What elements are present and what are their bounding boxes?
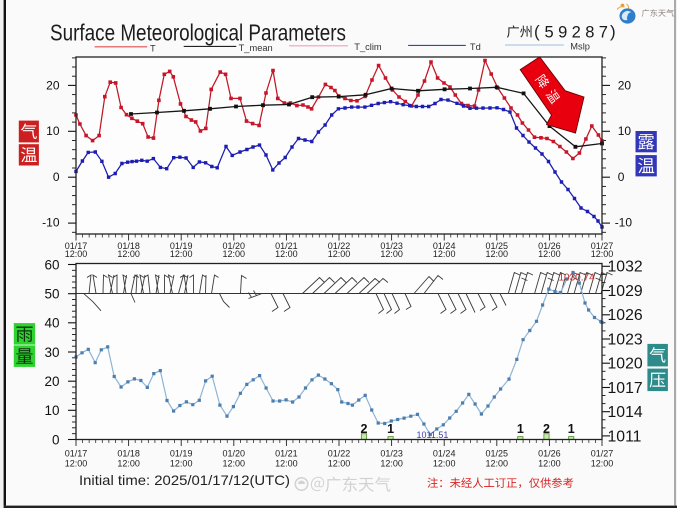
svg-text:01/18: 01/18 (117, 449, 140, 459)
svg-text:12:00: 12:00 (170, 249, 193, 259)
svg-text:10: 10 (46, 124, 60, 138)
svg-text:12:00: 12:00 (433, 459, 456, 469)
svg-text:01/21: 01/21 (275, 449, 298, 459)
svg-text:1017: 1017 (608, 380, 643, 397)
svg-text:59287: 59287 (545, 24, 613, 42)
svg-text:01/26: 01/26 (538, 449, 561, 459)
svg-text:01/17: 01/17 (65, 241, 88, 251)
svg-text:01/20: 01/20 (223, 449, 246, 459)
svg-text:60: 60 (44, 257, 59, 272)
svg-text:20: 20 (46, 79, 60, 93)
svg-text:1026: 1026 (608, 307, 643, 324)
svg-text:0: 0 (618, 170, 625, 184)
svg-text:01/18: 01/18 (117, 241, 140, 251)
svg-text:12:00: 12:00 (380, 459, 403, 469)
svg-text:01/20: 01/20 (223, 241, 246, 251)
svg-text:12:00: 12:00 (591, 459, 614, 469)
svg-text:01/26: 01/26 (538, 241, 561, 251)
svg-text:1029: 1029 (608, 283, 643, 300)
svg-text:Mslp: Mslp (570, 41, 590, 51)
svg-text:-10: -10 (615, 216, 633, 230)
svg-text:-10: -10 (42, 216, 60, 230)
svg-text:Initial time: 2025/01/17/12(UT: Initial time: 2025/01/17/12(UTC) (79, 473, 290, 488)
svg-text:01/23: 01/23 (380, 241, 403, 251)
svg-text:01/24: 01/24 (433, 241, 456, 251)
svg-text:12:00: 12:00 (591, 249, 614, 259)
svg-text:12:00: 12:00 (275, 249, 298, 259)
svg-text:12:00: 12:00 (117, 249, 140, 259)
svg-text:12:00: 12:00 (486, 459, 509, 469)
svg-text:1032: 1032 (608, 259, 643, 276)
svg-text:01/22: 01/22 (328, 241, 351, 251)
svg-text:01/21: 01/21 (275, 241, 298, 251)
svg-text:12:00: 12:00 (538, 249, 561, 259)
svg-text:01/19: 01/19 (170, 449, 193, 459)
svg-text:12:00: 12:00 (223, 459, 246, 469)
svg-text:12:00: 12:00 (433, 249, 456, 259)
svg-text:1011: 1011 (608, 428, 642, 445)
svg-text:2: 2 (361, 422, 368, 436)
svg-text:1023: 1023 (608, 331, 643, 348)
svg-text:01/27: 01/27 (591, 241, 614, 251)
svg-text:T_clim: T_clim (354, 42, 382, 52)
svg-text:01/25: 01/25 (486, 241, 509, 251)
svg-text:10: 10 (44, 403, 59, 418)
svg-text:01/27: 01/27 (591, 449, 614, 459)
svg-text:01/25: 01/25 (486, 449, 509, 459)
svg-text:01/22: 01/22 (328, 449, 351, 459)
svg-text:1030.74: 1030.74 (559, 273, 596, 284)
svg-text:12:00: 12:00 (328, 249, 351, 259)
svg-text:40: 40 (44, 316, 59, 331)
svg-text:01/17: 01/17 (65, 449, 88, 459)
svg-text:Surface Meteorological Paramet: Surface Meteorological Parameters (50, 20, 346, 46)
svg-text:12:00: 12:00 (65, 459, 88, 469)
svg-text:1014: 1014 (608, 404, 643, 421)
svg-text:1011.51: 1011.51 (417, 430, 449, 440)
svg-text:20: 20 (618, 79, 632, 93)
svg-text:20: 20 (44, 374, 59, 389)
svg-text:50: 50 (44, 287, 59, 302)
svg-text:01/24: 01/24 (433, 449, 456, 459)
svg-text:0: 0 (52, 432, 60, 447)
svg-text:1020: 1020 (608, 356, 643, 373)
svg-text:12:00: 12:00 (486, 249, 509, 259)
svg-text:2: 2 (543, 422, 550, 436)
svg-text:12:00: 12:00 (328, 459, 351, 469)
svg-text:12:00: 12:00 (380, 249, 403, 259)
svg-text:10: 10 (618, 124, 632, 138)
svg-text:01/19: 01/19 (170, 241, 193, 251)
svg-text:1: 1 (568, 422, 575, 436)
svg-text:T: T (150, 43, 156, 53)
svg-text:01/23: 01/23 (380, 449, 403, 459)
svg-text:12:00: 12:00 (65, 249, 88, 259)
svg-text:12:00: 12:00 (275, 459, 298, 469)
svg-text:12:00: 12:00 (170, 459, 193, 469)
svg-text:0: 0 (53, 170, 60, 184)
svg-text:12:00: 12:00 (117, 459, 140, 469)
svg-text:): ) (610, 22, 616, 41)
svg-text:(: ( (534, 22, 540, 41)
svg-text:1: 1 (517, 422, 524, 436)
svg-text:30: 30 (44, 345, 59, 360)
svg-text:Td: Td (470, 42, 481, 52)
svg-text:1: 1 (387, 422, 394, 436)
svg-text:12:00: 12:00 (538, 459, 561, 469)
svg-text:12:00: 12:00 (223, 249, 246, 259)
svg-text:T_mean: T_mean (239, 43, 273, 53)
